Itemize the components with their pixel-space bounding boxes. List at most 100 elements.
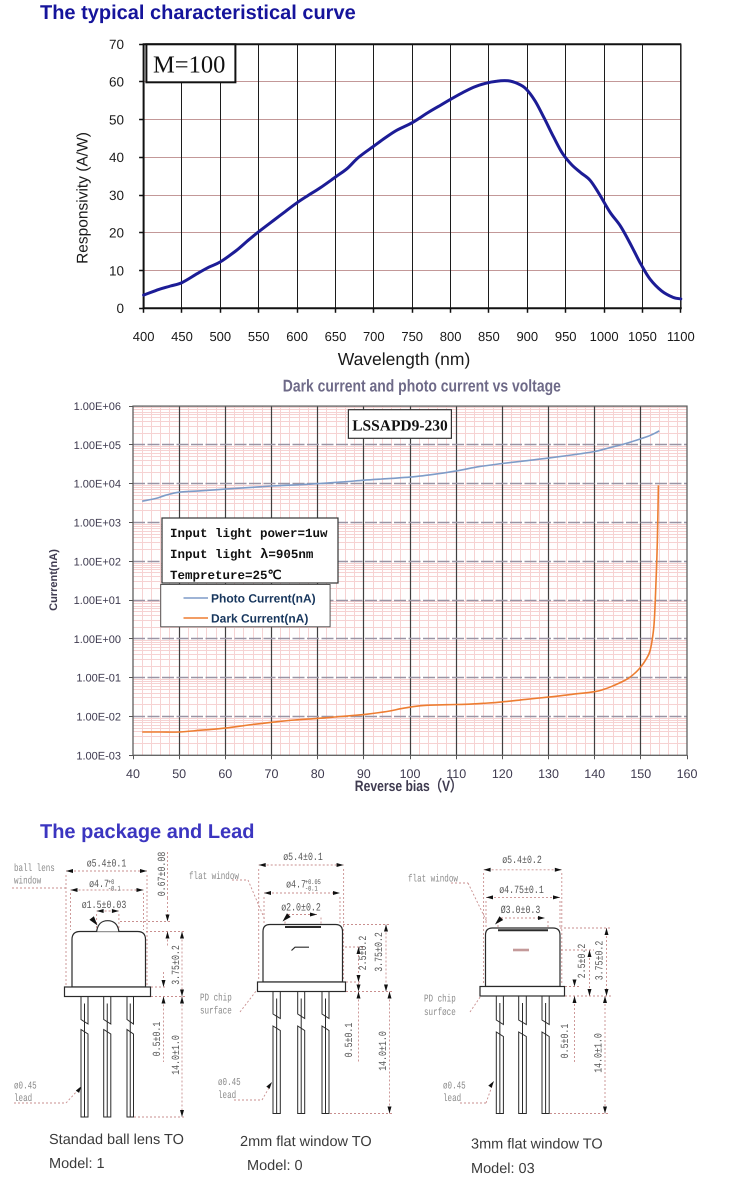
- svg-text:40: 40: [126, 767, 140, 781]
- svg-text:Wavelength (nm): Wavelength (nm): [338, 349, 471, 369]
- svg-text:50: 50: [172, 767, 186, 781]
- svg-text:850: 850: [478, 329, 500, 344]
- svg-text:3.75±0.2: 3.75±0.2: [374, 932, 386, 972]
- svg-text:Input light power=1uw: Input light power=1uw: [170, 527, 328, 541]
- svg-text:50: 50: [109, 112, 124, 127]
- svg-text:lead: lead: [218, 1090, 236, 1102]
- svg-text:ø0.45: ø0.45: [218, 1077, 241, 1089]
- svg-text:60: 60: [218, 767, 232, 781]
- svg-text:ø0.45: ø0.45: [443, 1081, 466, 1093]
- svg-text:14.0±1.0: 14.0±1.0: [378, 1031, 390, 1071]
- svg-text:10: 10: [109, 263, 124, 278]
- svg-text:700: 700: [363, 329, 385, 344]
- svg-text:+0: +0: [108, 879, 114, 887]
- svg-text:70: 70: [109, 37, 124, 52]
- svg-text:Ø3.0±0.3: Ø3.0±0.3: [501, 905, 541, 917]
- svg-text:Responsivity (A/W): Responsivity (A/W): [75, 132, 92, 264]
- svg-text:ø5.4±0.1: ø5.4±0.1: [87, 859, 127, 871]
- svg-text:550: 550: [248, 329, 270, 344]
- svg-text:Photo Current(nA): Photo Current(nA): [211, 592, 316, 606]
- svg-text:1.00E+03: 1.00E+03: [74, 518, 121, 530]
- svg-text:1.00E+04: 1.00E+04: [74, 479, 121, 491]
- svg-text:14.0±1.0: 14.0±1.0: [594, 1033, 606, 1073]
- svg-text:600: 600: [286, 329, 308, 344]
- svg-text:60: 60: [109, 75, 124, 90]
- svg-text:1.00E-03: 1.00E-03: [76, 750, 121, 762]
- svg-text:1100: 1100: [667, 329, 695, 344]
- svg-text:lead: lead: [14, 1093, 32, 1105]
- svg-text:ø4.7: ø4.7: [89, 879, 109, 891]
- svg-text:1.00E+00: 1.00E+00: [74, 634, 121, 646]
- svg-text:450: 450: [171, 329, 193, 344]
- svg-text:Current(nA): Current(nA): [48, 549, 60, 611]
- svg-text:2.5±0.2: 2.5±0.2: [577, 944, 589, 979]
- svg-text:1050: 1050: [628, 329, 657, 344]
- svg-text:Input light λ=905nm: Input light λ=905nm: [170, 547, 314, 563]
- svg-text:1000: 1000: [590, 329, 619, 344]
- svg-text:800: 800: [440, 329, 462, 344]
- svg-text:The package and Lead: The package and Lead: [40, 821, 255, 843]
- svg-text:2.5±0.2: 2.5±0.2: [358, 936, 370, 971]
- svg-text:2mm flat window TO: 2mm flat window TO: [240, 1134, 372, 1150]
- svg-text:PD chip: PD chip: [424, 994, 456, 1006]
- svg-text:M=100: M=100: [153, 52, 225, 79]
- svg-text:90: 90: [357, 767, 371, 781]
- svg-text:1.00E+06: 1.00E+06: [74, 401, 121, 413]
- svg-text:ø4.75±0.1: ø4.75±0.1: [499, 885, 544, 897]
- svg-text:3.75±0.2: 3.75±0.2: [595, 941, 607, 981]
- svg-text:surface: surface: [200, 1006, 232, 1018]
- svg-text:1.00E-01: 1.00E-01: [76, 673, 121, 685]
- svg-text:ø2.0±0.2: ø2.0±0.2: [281, 903, 321, 915]
- svg-text:Tempreture=25℃: Tempreture=25℃: [170, 569, 282, 583]
- svg-text:Dark current and photo current: Dark current and photo current vs voltag…: [283, 377, 561, 396]
- svg-text:100: 100: [400, 767, 421, 781]
- svg-text:flat window: flat window: [189, 871, 239, 883]
- svg-text:80: 80: [311, 767, 325, 781]
- svg-text:lead: lead: [443, 1093, 461, 1105]
- svg-text:0.5±0.1: 0.5±0.1: [152, 1021, 164, 1056]
- svg-text:ø0.45: ø0.45: [14, 1081, 37, 1093]
- svg-text:Model: 03: Model: 03: [471, 1161, 535, 1177]
- svg-text:1.00E+01: 1.00E+01: [74, 595, 121, 607]
- svg-text:20: 20: [109, 226, 124, 241]
- svg-text:+0.05: +0.05: [305, 879, 321, 887]
- svg-text:surføce: surføce: [424, 1007, 456, 1019]
- svg-text:30: 30: [109, 188, 124, 203]
- svg-text:3.75±0.2: 3.75±0.2: [171, 945, 183, 985]
- svg-text:LSSAPD9-230: LSSAPD9-230: [352, 418, 448, 435]
- svg-text:-0.1: -0.1: [305, 886, 318, 894]
- svg-text:ø1.5±0.03: ø1.5±0.03: [82, 900, 127, 912]
- svg-text:0.67±0.08: 0.67±0.08: [157, 852, 169, 897]
- svg-text:160: 160: [677, 767, 698, 781]
- svg-text:0: 0: [116, 301, 124, 316]
- svg-text:500: 500: [209, 329, 231, 344]
- svg-text:900: 900: [516, 329, 538, 344]
- svg-text:PD chip: PD chip: [200, 993, 232, 1005]
- svg-text:Reverse bias（V）: Reverse bias（V）: [355, 777, 462, 795]
- svg-text:1.00E-02: 1.00E-02: [76, 712, 121, 724]
- svg-text:14.0±1.0: 14.0±1.0: [171, 1035, 183, 1075]
- svg-text:650: 650: [325, 329, 347, 344]
- svg-text:-0.1: -0.1: [108, 886, 121, 894]
- svg-text:70: 70: [265, 767, 279, 781]
- svg-text:Dark Current(nA): Dark Current(nA): [211, 612, 308, 626]
- svg-text:130: 130: [538, 767, 559, 781]
- svg-text:0.5±0.1: 0.5±0.1: [344, 1022, 356, 1057]
- svg-text:flat window: flat window: [408, 874, 458, 886]
- svg-text:400: 400: [133, 329, 155, 344]
- svg-text:1.00E+05: 1.00E+05: [74, 440, 121, 452]
- svg-text:120: 120: [492, 767, 513, 781]
- svg-text:Standad ball lens TO: Standad ball lens TO: [49, 1132, 184, 1148]
- svg-text:750: 750: [401, 329, 423, 344]
- svg-text:40: 40: [109, 150, 124, 165]
- svg-text:140: 140: [584, 767, 605, 781]
- svg-text:window: window: [14, 876, 42, 888]
- svg-text:150: 150: [630, 767, 651, 781]
- svg-text:Model: 1: Model: 1: [49, 1156, 105, 1172]
- svg-text:ø5.4±0.2: ø5.4±0.2: [502, 855, 542, 867]
- svg-text:ø5.4±0.1: ø5.4±0.1: [283, 852, 323, 864]
- svg-text:0.5±0.1: 0.5±0.1: [560, 1023, 572, 1058]
- svg-text:950: 950: [555, 329, 577, 344]
- svg-text:ball lens: ball lens: [14, 863, 55, 875]
- svg-text:110: 110: [446, 767, 466, 781]
